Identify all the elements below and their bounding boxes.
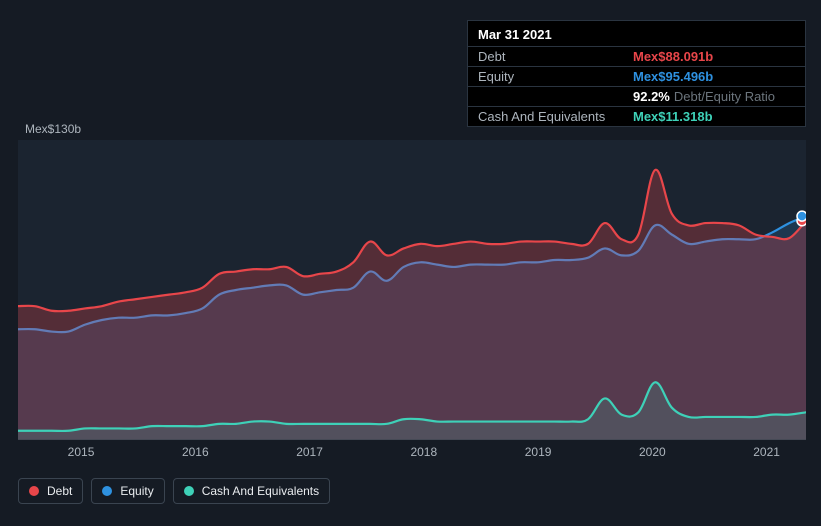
legend: Debt Equity Cash And Equivalents: [18, 478, 330, 504]
tooltip-panel: Mar 31 2021 DebtMex$88.091bEquityMex$95.…: [467, 20, 806, 127]
x-axis-label: 2020: [639, 445, 666, 459]
x-axis-label: 2017: [296, 445, 323, 459]
tooltip-row-value: Mex$95.496b: [633, 69, 713, 84]
legend-item[interactable]: Equity: [91, 478, 164, 504]
chart-plot-area[interactable]: [18, 140, 806, 440]
tooltip-row-label: Debt: [478, 49, 633, 64]
chart-container: Mar 31 2021 DebtMex$88.091bEquityMex$95.…: [0, 0, 821, 526]
tooltip-row: Cash And EquivalentsMex$11.318b: [468, 106, 805, 126]
legend-label: Equity: [120, 484, 153, 498]
series-end-marker: [797, 211, 806, 221]
legend-dot-icon: [29, 486, 39, 496]
x-axis-label: 2021: [753, 445, 780, 459]
tooltip-row-label: Equity: [478, 69, 633, 84]
tooltip-row-suffix: Debt/Equity Ratio: [674, 89, 775, 104]
tooltip-row: EquityMex$95.496b: [468, 66, 805, 86]
legend-dot-icon: [102, 486, 112, 496]
legend-label: Debt: [47, 484, 72, 498]
x-axis-label: 2016: [182, 445, 209, 459]
tooltip-row-value: Mex$88.091b: [633, 49, 713, 64]
x-axis-label: 2018: [410, 445, 437, 459]
x-axis-label: 2015: [68, 445, 95, 459]
legend-item[interactable]: Cash And Equivalents: [173, 478, 330, 504]
x-axis-label: 2019: [525, 445, 552, 459]
y-axis-label: Mex$130b: [25, 122, 81, 136]
tooltip-row-value: 92.2%: [633, 89, 670, 104]
tooltip-row: DebtMex$88.091b: [468, 46, 805, 66]
legend-item[interactable]: Debt: [18, 478, 83, 504]
tooltip-row: 92.2% Debt/Equity Ratio: [468, 86, 805, 106]
tooltip-row-value: Mex$11.318b: [633, 109, 713, 124]
legend-label: Cash And Equivalents: [202, 484, 319, 498]
x-axis: 2015 2016 2017 2018 2019 2020 2021: [18, 445, 806, 465]
tooltip-row-label: Cash And Equivalents: [478, 109, 633, 124]
tooltip-date: Mar 31 2021: [468, 21, 805, 46]
legend-dot-icon: [184, 486, 194, 496]
